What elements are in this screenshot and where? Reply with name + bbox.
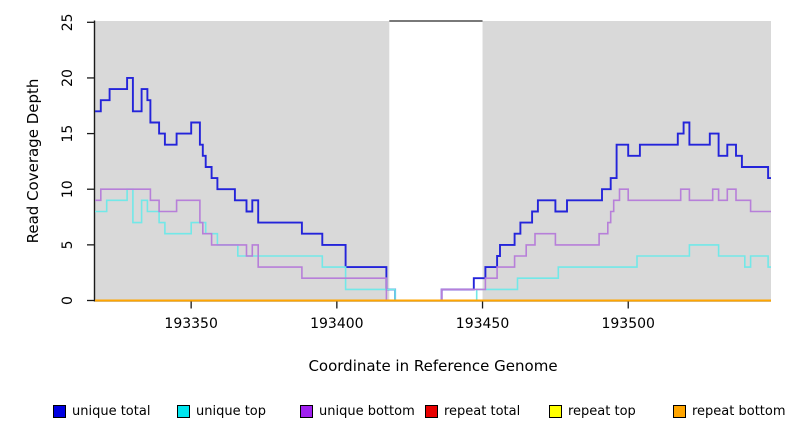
legend: unique total unique top unique bottom re… [0, 402, 792, 426]
legend-label: repeat total [444, 403, 521, 419]
repeat-bottom-swatch-icon [673, 404, 686, 418]
x-tick-label: 193450 [456, 316, 509, 332]
legend-item-repeat-bottom: repeat bottom [673, 402, 786, 420]
legend-label: unique total [72, 403, 151, 419]
y-tick-label: 25 [60, 13, 76, 31]
plot-background-right [482, 21, 771, 302]
plot-background-left [95, 21, 390, 302]
x-axis-title: Coordinate in Reference Genome [308, 357, 558, 375]
y-tick-label: 0 [60, 296, 76, 305]
series-line-unique-bottom [95, 188, 771, 302]
legend-item-unique-bottom: unique bottom [300, 402, 415, 420]
legend-label: unique bottom [319, 403, 415, 419]
unique-top-swatch-icon [177, 404, 190, 418]
series-line-unique-top [95, 188, 771, 302]
y-axis-title: Read Coverage Depth [24, 78, 42, 244]
unique-total-swatch-icon [53, 404, 66, 418]
y-tick-label: 15 [60, 125, 76, 143]
unique-bottom-swatch-icon [300, 404, 313, 418]
legend-item-repeat-total: repeat total [425, 402, 520, 420]
y-tick-label: 5 [60, 240, 76, 249]
legend-label: repeat bottom [692, 403, 786, 419]
x-tick-label: 193400 [310, 316, 363, 332]
repeat-total-swatch-icon [425, 404, 438, 418]
repeat-top-swatch-icon [549, 404, 562, 418]
y-tick-label: 20 [60, 69, 76, 87]
legend-item-unique-top: unique top [177, 402, 266, 420]
legend-item-unique-total: unique total [53, 402, 150, 420]
legend-label: repeat top [568, 403, 636, 419]
legend-item-repeat-top: repeat top [549, 402, 636, 420]
y-tick-label: 10 [60, 180, 76, 198]
x-tick-label: 193350 [164, 316, 217, 332]
x-tick-label: 193500 [601, 316, 654, 332]
legend-label: unique top [196, 403, 267, 419]
